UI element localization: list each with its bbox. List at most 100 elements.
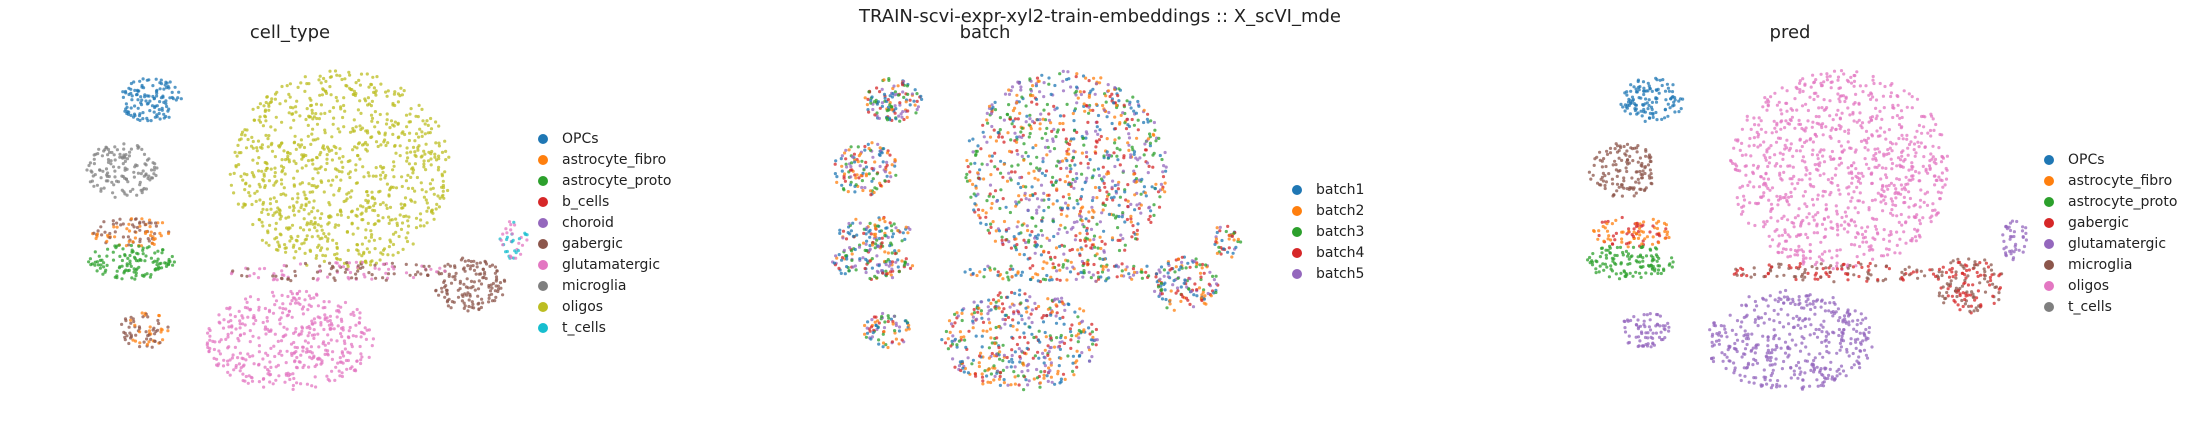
data-point — [157, 314, 161, 318]
data-point — [1011, 318, 1015, 322]
data-point — [261, 124, 265, 128]
data-point — [102, 220, 106, 224]
data-point — [1856, 171, 1861, 175]
data-point — [1052, 147, 1057, 151]
data-point — [886, 258, 890, 262]
data-point — [124, 91, 128, 95]
data-point — [857, 176, 861, 180]
data-point — [393, 143, 397, 148]
data-point — [873, 232, 878, 236]
data-point — [346, 350, 350, 354]
data-point — [985, 199, 989, 203]
data-point — [256, 276, 261, 280]
data-point — [1176, 276, 1180, 280]
data-point — [206, 331, 210, 335]
data-point — [239, 366, 243, 370]
data-point — [298, 247, 302, 251]
legend-label: batch1 — [1316, 181, 1365, 198]
data-point — [1115, 103, 1119, 107]
data-point — [96, 229, 100, 233]
data-point — [122, 190, 126, 194]
data-point — [1855, 185, 1859, 189]
data-point — [111, 191, 115, 195]
data-point — [315, 254, 319, 258]
data-point — [1055, 199, 1059, 203]
data-point — [323, 316, 327, 320]
data-point — [123, 159, 127, 163]
data-point — [879, 269, 884, 273]
data-point — [999, 171, 1003, 175]
data-point — [355, 207, 360, 211]
data-point — [307, 82, 311, 86]
data-point — [92, 157, 96, 161]
data-point — [1039, 183, 1044, 187]
data-point — [117, 266, 121, 270]
data-point — [1074, 277, 1078, 281]
data-point — [1061, 79, 1065, 83]
data-point — [849, 165, 853, 169]
data-point — [1870, 134, 1874, 138]
data-point — [897, 249, 901, 253]
data-point — [1071, 156, 1075, 160]
data-point — [955, 345, 959, 349]
data-point — [109, 159, 113, 163]
data-point — [429, 187, 433, 191]
data-point — [1076, 272, 1080, 276]
data-point — [1092, 237, 1096, 242]
data-point — [1173, 270, 1177, 274]
data-point — [839, 271, 843, 275]
data-point — [844, 237, 849, 241]
data-point — [1014, 204, 1018, 208]
data-point — [906, 231, 910, 235]
data-point — [1000, 238, 1004, 242]
data-point — [293, 134, 297, 138]
data-point — [333, 378, 337, 382]
data-point — [404, 262, 408, 266]
data-point — [966, 371, 970, 375]
data-point — [227, 307, 231, 311]
data-point — [868, 235, 872, 239]
data-point — [360, 242, 364, 246]
data-point — [900, 115, 904, 119]
data-point — [1036, 233, 1040, 237]
data-point — [1017, 347, 1021, 351]
data-point — [289, 342, 294, 346]
data-point — [475, 261, 479, 265]
data-point — [400, 184, 404, 189]
data-point — [471, 302, 475, 306]
data-point — [1008, 305, 1012, 309]
data-point — [987, 346, 991, 350]
data-point — [136, 106, 140, 110]
data-point — [348, 130, 353, 134]
data-point — [890, 108, 894, 112]
data-point — [973, 372, 977, 376]
data-point — [1179, 299, 1183, 303]
data-point — [987, 298, 991, 302]
data-point — [149, 233, 153, 238]
data-point — [1126, 199, 1130, 203]
data-point — [1074, 334, 1078, 338]
data-point — [870, 243, 875, 247]
data-point — [1170, 267, 1174, 271]
data-point — [1058, 347, 1062, 351]
data-point — [338, 356, 342, 360]
data-point — [325, 145, 330, 149]
data-point — [255, 161, 260, 165]
data-point — [1054, 314, 1058, 318]
data-point — [308, 96, 312, 100]
data-point — [1132, 179, 1136, 183]
data-point — [352, 313, 356, 317]
data-point — [283, 243, 287, 247]
data-point — [1005, 179, 1010, 183]
data-point — [1146, 171, 1150, 175]
data-point — [1875, 129, 1879, 133]
data-point — [1051, 262, 1055, 266]
data-point — [1175, 286, 1180, 290]
data-point — [1902, 230, 1906, 234]
data-point — [138, 79, 142, 83]
data-point — [1736, 202, 1740, 206]
data-point — [1013, 106, 1017, 110]
data-point — [310, 357, 314, 361]
data-point — [389, 119, 394, 123]
data-point — [1092, 168, 1096, 172]
